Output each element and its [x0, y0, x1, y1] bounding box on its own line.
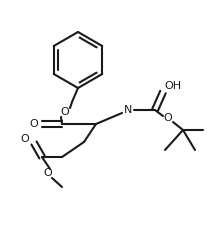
Text: O: O	[164, 113, 172, 123]
Text: O: O	[61, 107, 69, 117]
Text: O: O	[21, 134, 29, 144]
Text: O: O	[30, 119, 38, 129]
Text: O: O	[44, 168, 52, 178]
Text: OH: OH	[165, 81, 181, 91]
Text: N: N	[124, 105, 132, 115]
